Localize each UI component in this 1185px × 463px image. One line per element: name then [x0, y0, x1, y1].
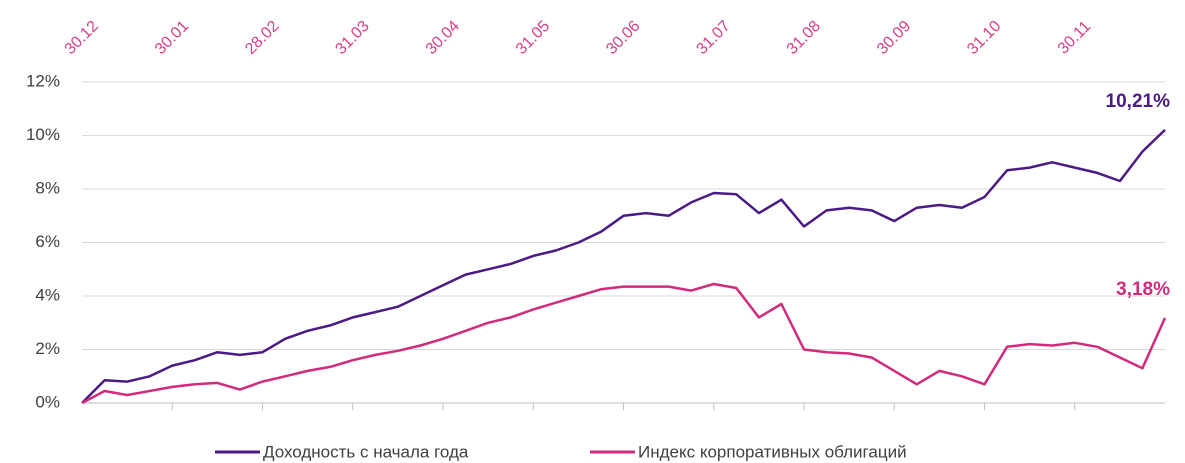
legend-label: Индекс корпоративных облигаций: [638, 442, 907, 461]
end-label: 3,18%: [1116, 279, 1170, 300]
legend-label: Доходность с начала года: [263, 442, 469, 461]
x-tick-label: 31.08: [784, 18, 824, 58]
x-tick-label: 31.05: [513, 18, 553, 58]
y-tick-label: 10%: [26, 125, 60, 144]
x-tick-label: 30.04: [423, 18, 463, 58]
y-tick-label: 0%: [35, 392, 60, 411]
y-tick-label: 8%: [35, 178, 60, 197]
series-line: [81, 282, 1167, 405]
x-tick-label: 31.03: [332, 18, 372, 58]
end-label: 10,21%: [1106, 91, 1171, 112]
x-tick-label: 31.10: [964, 18, 1004, 58]
y-tick-label: 2%: [35, 339, 60, 358]
x-tick-label: 30.06: [603, 18, 643, 58]
x-tick-label: 30.11: [1055, 18, 1095, 58]
x-tick-label: 30.09: [874, 18, 914, 58]
x-tick-label: 31.07: [693, 18, 733, 58]
y-tick-label: 4%: [35, 285, 60, 304]
x-tick-label: 30.01: [152, 18, 192, 58]
x-tick-label: 30.12: [62, 18, 102, 58]
x-tick-label: 28.02: [242, 18, 282, 58]
y-tick-label: 12%: [26, 71, 60, 90]
series-line: [81, 128, 1166, 404]
y-tick-label: 6%: [35, 232, 60, 251]
